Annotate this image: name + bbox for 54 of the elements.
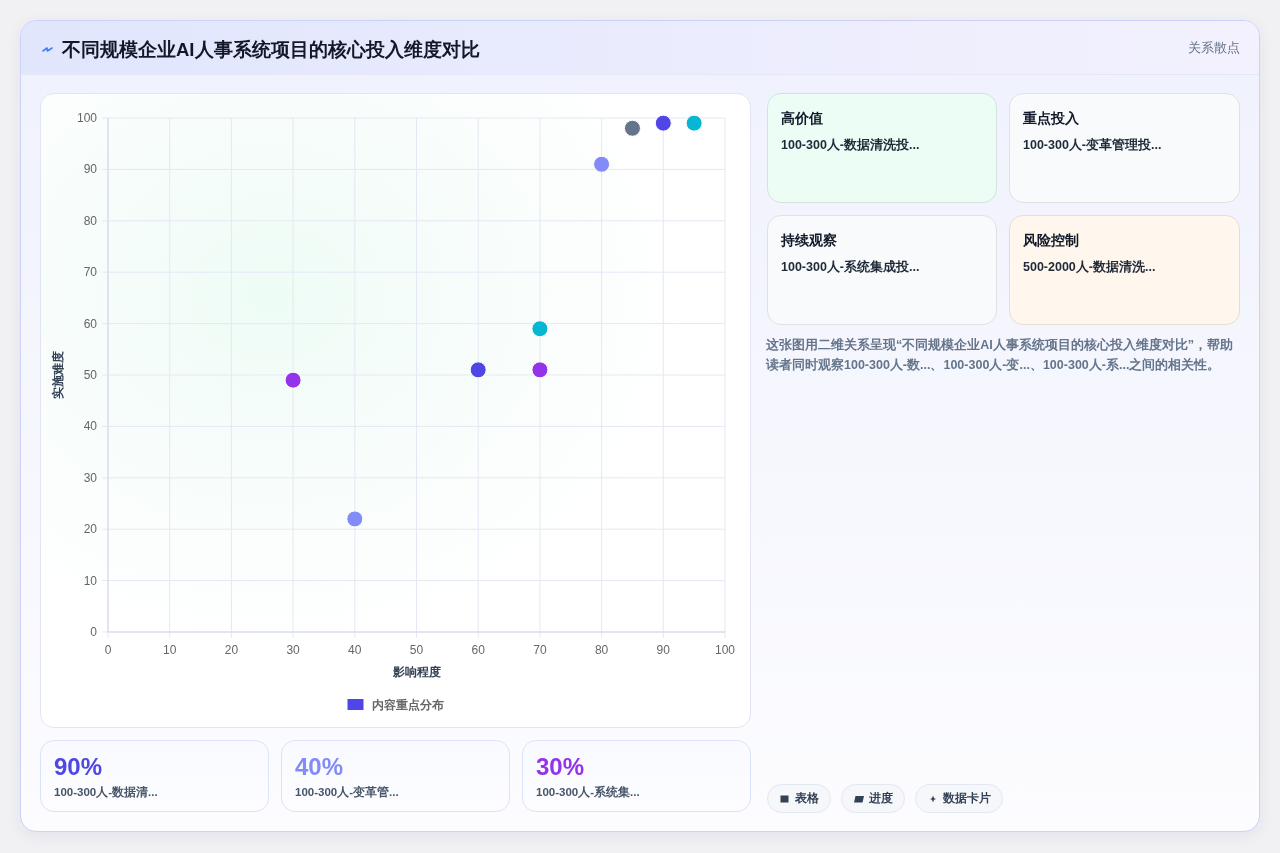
- text: 这张图用二维关系呈现“不同规模企业AI人事系统项目的核心投入维度对比”，帮助读者同时观察100-300人-数...、100-300人-变...、100-300人-系...之间的相关性。: [766, 336, 1234, 374]
- text: 表格: [795, 791, 819, 806]
- y-tick-label: 90: [83, 162, 98, 177]
- x-tick-label: 20: [224, 643, 239, 657]
- x-tick-label: 60: [471, 643, 486, 657]
- text: 90%: [54, 752, 104, 782]
- text: 100-300人-数据清洗投...: [781, 137, 921, 154]
- x-tick-label: 80: [594, 643, 609, 657]
- y-tick-label: 0: [90, 625, 98, 639]
- y-tick-label: 50: [83, 368, 98, 382]
- y-tick-label: 100: [76, 111, 98, 125]
- point: [346, 510, 364, 528]
- text: 30%: [536, 752, 586, 782]
- y-tick-label: 10: [83, 573, 98, 588]
- text: 100-300人-系统集成投...: [781, 259, 921, 276]
- x-tick-label: 40: [348, 643, 362, 657]
- y-tick-label: 70: [83, 265, 98, 280]
- point: [654, 114, 672, 132]
- x-tick-label: 0: [104, 643, 112, 657]
- x-tick-label: 50: [409, 643, 424, 657]
- text: 100-300人-系统集...: [536, 784, 641, 800]
- text: 100-300人-变革管理投...: [1023, 137, 1163, 154]
- x-tick-label: 100: [714, 643, 736, 657]
- y-tick-label: 40: [83, 419, 98, 434]
- point: [284, 371, 302, 389]
- text: 重点投入: [1023, 109, 1080, 128]
- y-tick-label: 20: [83, 522, 98, 537]
- point: [685, 114, 703, 132]
- point: [531, 361, 549, 379]
- text: 100-300人-变革管...: [295, 784, 400, 800]
- text: 40%: [295, 752, 345, 782]
- x-tick-label: 10: [163, 643, 177, 657]
- legend-label: 内容重点分布: [371, 698, 444, 712]
- text: 进度: [869, 791, 893, 806]
- chart-title: 不同规模企业AI人事系统项目的核心投入维度对比: [62, 38, 480, 62]
- point: [531, 320, 549, 338]
- y-axis-title: 实施难度: [51, 351, 65, 399]
- text: 持续观察: [781, 231, 838, 250]
- text: 100-300人-数据清...: [54, 785, 159, 800]
- point: [593, 155, 611, 173]
- text: 高价值: [781, 109, 824, 128]
- x-tick-label: 90: [656, 643, 671, 657]
- point: [623, 119, 641, 137]
- x-axis-title: 影响程度: [391, 665, 441, 679]
- y-tick-label: 80: [83, 213, 98, 228]
- text: 关系散点: [1187, 40, 1240, 57]
- text: 风险控制: [1023, 231, 1080, 250]
- y-tick-label: 60: [83, 316, 98, 331]
- text: 数据卡片: [943, 791, 991, 806]
- y-tick-label: 30: [83, 470, 98, 485]
- point: [469, 361, 487, 379]
- x-tick-label: 70: [533, 643, 547, 657]
- x-tick-label: 30: [286, 643, 301, 657]
- text: 500-2000人-数据清洗...: [1023, 259, 1157, 276]
